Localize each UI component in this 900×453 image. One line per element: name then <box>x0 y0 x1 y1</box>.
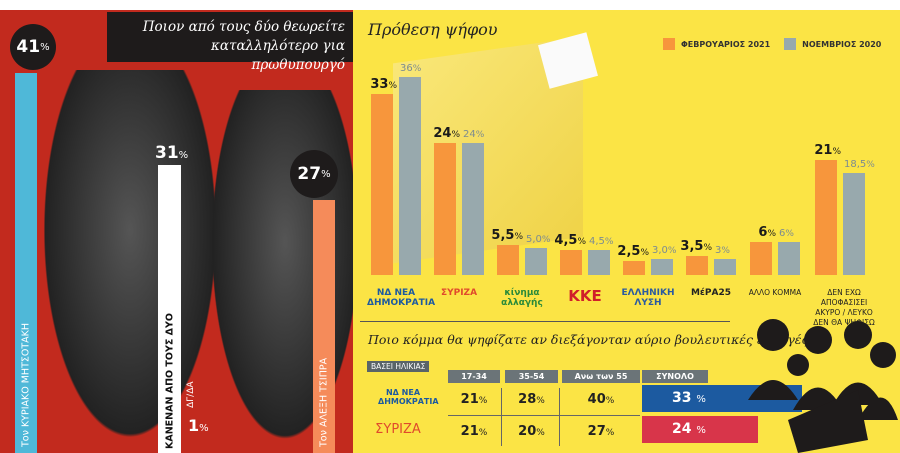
kinal-logo: κίνημα αλλαγής <box>501 288 543 308</box>
header-total: ΣΥΝΟΛΟ <box>642 370 708 383</box>
nd-logo: ΝΔ ΝΕΑ ΔΗΜΟΚΡΑΤΙΑ <box>367 288 436 308</box>
undecided-logo: ΔΕΝ ΕΧΩ ΑΠΟΦΑΣΙΣΕΙ ΑΚΥΡΟ / ΛΕΥΚΟ ΔΕΝ ΘΑ … <box>813 288 875 327</box>
other-logo: ΑΛΛΟ ΚΟΜΜΑ <box>748 288 802 297</box>
syriza-logo: ΣΥΡΙΖΑ <box>375 422 421 437</box>
syriza-logo: ΣΥΡΙΖΑ <box>440 288 478 298</box>
bar-mera25-nov2020 <box>714 258 736 275</box>
data-label: 18,5% <box>844 159 875 171</box>
voters-illustration <box>748 319 898 453</box>
kke-logo: ΚΚΕ <box>568 287 602 305</box>
cell: 20% <box>518 424 545 439</box>
data-label: 24% <box>433 126 460 141</box>
value-none: 31% <box>155 143 189 163</box>
cell: 21% <box>460 424 488 439</box>
bar-syriza-nov2020 <box>462 143 484 275</box>
header-35-54: 35-54 <box>505 370 558 383</box>
data-label: 5,0% <box>526 233 551 245</box>
bar-syriza-feb2021 <box>434 143 456 275</box>
bar-none: ΚΑΝΕΝΑΝ ΑΠΟ ΤΟΥΣ ΔΥΟ <box>158 165 181 453</box>
label-dk: ΔΓ/ΔΑ <box>186 381 196 408</box>
value-dk: 1% <box>188 416 209 435</box>
nd-logo: ΝΔ ΝΕΑ ΔΗΜΟΚΡΑΤΙΑ <box>378 388 439 406</box>
legend-swatch-nov2020 <box>784 38 797 50</box>
legend-swatch-feb2021 <box>663 38 675 50</box>
bar-elliniki-lysi-feb2021 <box>623 261 645 275</box>
data-label: 6% <box>779 228 794 239</box>
col-divider <box>501 388 502 446</box>
data-label: 6% <box>758 225 776 240</box>
data-label: 3,0% <box>652 244 677 256</box>
mera25-logo: ΜέΡΑ25 <box>690 288 732 298</box>
bar-undecided-nov2020 <box>843 173 865 275</box>
bar-mera25-feb2021 <box>686 255 708 275</box>
value-badge-tsipras: 27% <box>290 150 338 198</box>
data-label: 5,5% <box>491 227 523 243</box>
bar-undecided-feb2021 <box>815 159 837 275</box>
row-divider <box>448 415 640 416</box>
bar-tsipras: Τον ΑΛΕΞΗ ΤΣΙΠΡΑ <box>313 200 335 453</box>
chart-title: Πρόθεση ψήφου <box>368 20 498 39</box>
divider <box>360 321 730 322</box>
header-55plus: Ανω των 55 <box>562 370 640 383</box>
data-label: 4,5% <box>554 233 586 249</box>
bar-mitsotakis: Τον ΚΥΡΙΑΚΟ ΜΗΤΣΟΤΑΚΗ <box>15 73 37 453</box>
header-17-34: 17-34 <box>448 370 500 383</box>
cell: 40% <box>587 392 615 407</box>
elliniki-lysi-logo: ΕΛΛΗΝΙΚΗ ΛΥΣΗ <box>621 288 675 308</box>
data-label: 24% <box>463 129 485 140</box>
value-badge-mitsotakis: 41% <box>10 24 56 70</box>
vote-intention-panel: Πρόθεση ψήφου ΦΕΒΡΟΥΑΡΙΟΣ 2021 ΝΟΕΜΒΡΙΟΣ… <box>353 10 900 453</box>
data-label: 4,5% <box>589 236 614 248</box>
bar-kinal-nov2020 <box>525 247 547 275</box>
bar-elliniki-lysi-nov2020 <box>651 258 673 275</box>
data-label: 2,5% <box>617 244 649 260</box>
bar-nd-nov2020 <box>399 77 421 275</box>
age-question: Ποιο κόμμα θα ψηφίζατε αν διεξάγονταν αύ… <box>368 332 813 347</box>
legend-label-nov2020: ΝΟΕΜΒΡΙΟΣ 2020 <box>802 39 882 49</box>
total-bar-syriza: 24 % <box>642 416 758 443</box>
legend-label-feb2021: ΦΕΒΡΟΥΑΡΙΟΣ 2021 <box>681 39 771 49</box>
legend: ΦΕΒΡΟΥΑΡΙΟΣ 2021 ΝΟΕΜΒΡΙΟΣ 2020 <box>663 38 881 50</box>
bar-kke-feb2021 <box>560 250 582 275</box>
mitsotakis-photo <box>30 70 230 453</box>
data-label: 36% <box>400 63 422 74</box>
age-tag: ΒΑΣΕΙ ΗΛΙΚΙΑΣ <box>367 361 430 372</box>
bar-kinal-feb2021 <box>497 244 519 275</box>
cell: 21% <box>460 392 488 407</box>
data-label: 3% <box>715 244 730 256</box>
data-label: 3,5% <box>680 238 712 254</box>
col-divider <box>559 388 560 446</box>
data-label: 21% <box>814 142 841 158</box>
bar-other-nov2020 <box>778 242 800 275</box>
bar-nd-feb2021 <box>371 93 393 275</box>
bar-kke-nov2020 <box>588 250 610 275</box>
pm-preference-panel: Ποιον από τους δύο θεωρείτε καταλληλότερ… <box>0 10 353 453</box>
cell: 27% <box>587 424 615 439</box>
cell: 28% <box>518 392 545 407</box>
bar-other-feb2021 <box>750 242 772 275</box>
pm-question-title: Ποιον από τους δύο θεωρείτε καταλληλότερ… <box>107 12 353 73</box>
data-label: 33% <box>370 76 397 92</box>
